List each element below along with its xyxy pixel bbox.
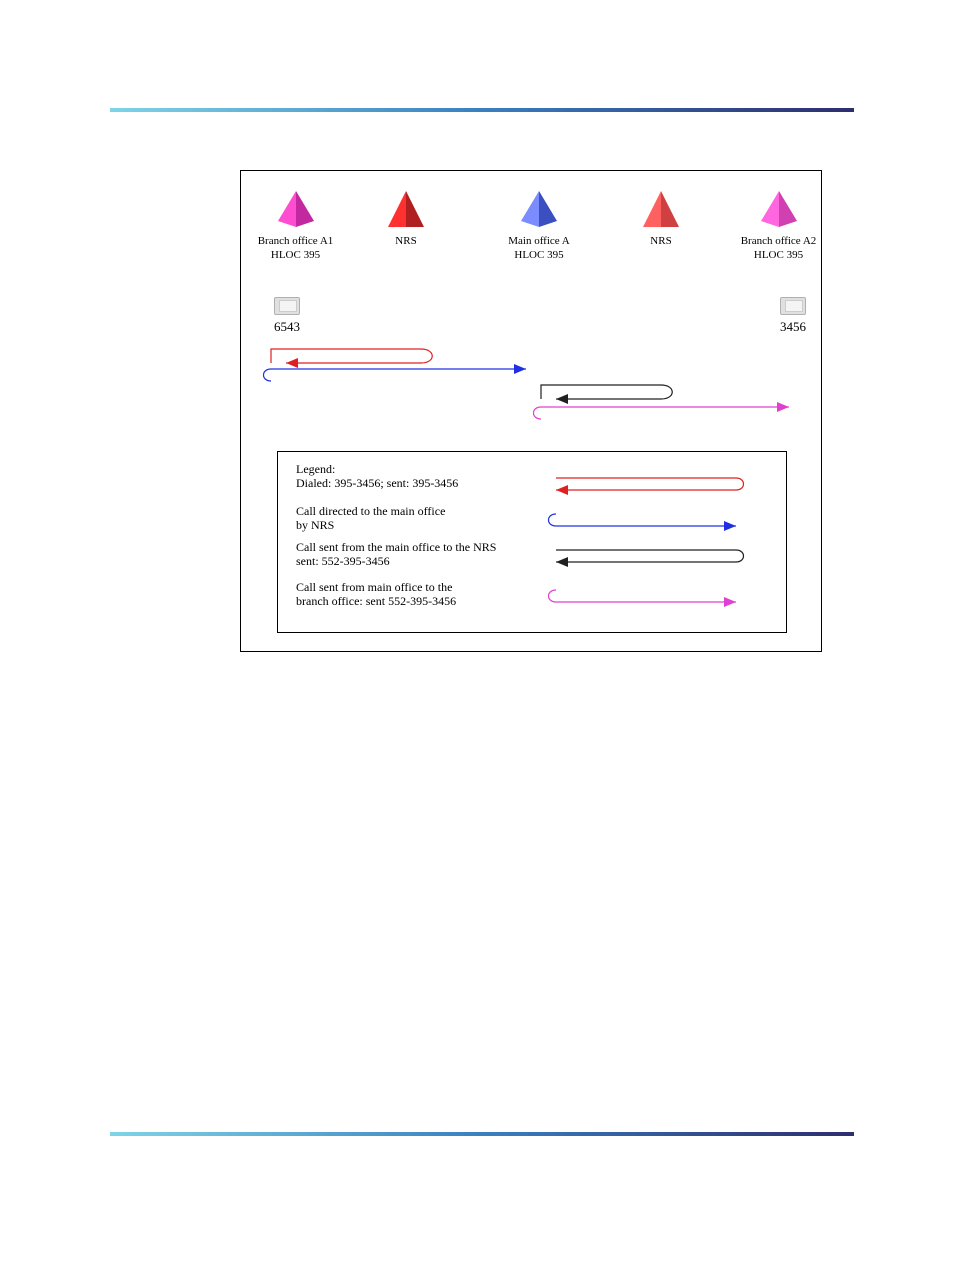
legend-item-text: Call sent from the main office to the NR… [296, 540, 516, 569]
legend-line [536, 538, 756, 568]
legend-text-line2: sent: 552-395-3456 [296, 554, 390, 568]
legend-text-line1: Call sent from main office to the [296, 580, 452, 594]
legend-text-line1: Call sent from the main office to the NR… [296, 540, 496, 554]
call-flow-lines [241, 171, 821, 441]
legend-title: Legend: [296, 462, 516, 476]
page: Branch office A1 HLOC 395 NRS Main offic… [0, 0, 954, 1272]
network-diagram: Branch office A1 HLOC 395 NRS Main offic… [240, 170, 822, 652]
legend-text-line1: Call directed to the main office [296, 504, 445, 518]
legend-item-text: Call sent from main office to the branch… [296, 580, 516, 609]
header-rule [110, 108, 854, 112]
legend-line [536, 466, 756, 496]
legend-item-text: Dialed: 395-3456; sent: 395-3456 [296, 476, 516, 490]
legend-text-line1: Dialed: 395-3456; sent: 395-3456 [296, 476, 458, 490]
legend-box: Legend: Dialed: 395-3456; sent: 395-3456… [277, 451, 787, 633]
legend-text-line2: by NRS [296, 518, 334, 532]
legend-line [536, 502, 756, 532]
footer-rule [110, 1132, 854, 1136]
legend-item-text: Call directed to the main office by NRS [296, 504, 516, 533]
legend-line [536, 578, 756, 608]
legend-text-line2: branch office: sent 552-395-3456 [296, 594, 456, 608]
